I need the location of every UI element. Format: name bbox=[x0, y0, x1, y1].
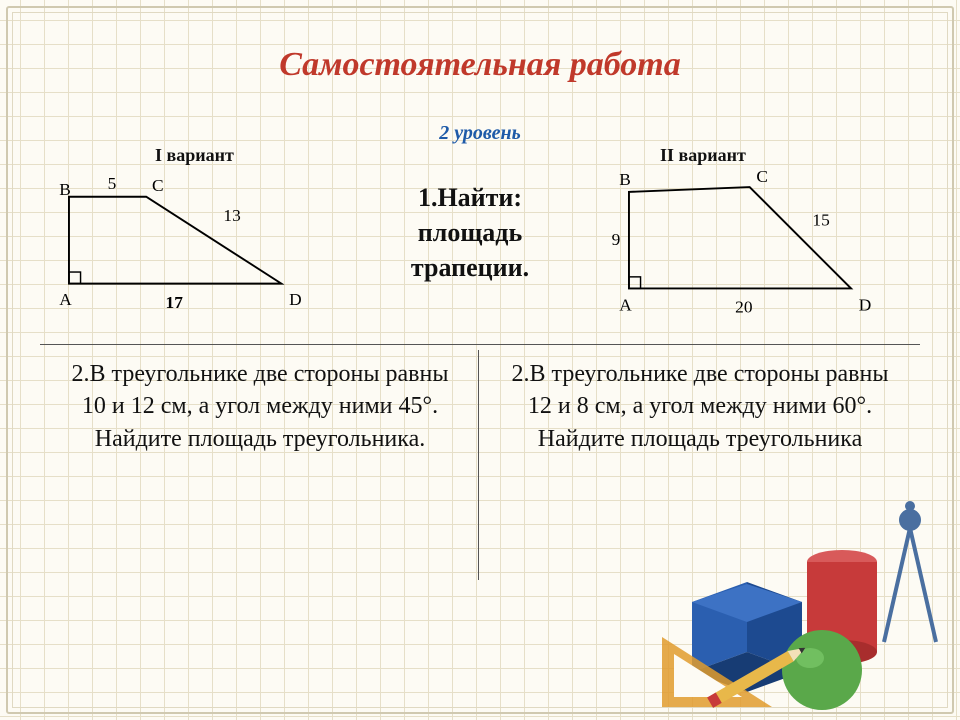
svg-text:9: 9 bbox=[612, 230, 621, 249]
trapezoid-diagram-2: A B C D 9 15 20 bbox=[600, 165, 880, 325]
page-title: Самостоятельная работа bbox=[0, 46, 960, 84]
svg-text:D: D bbox=[859, 296, 872, 315]
svg-text:C: C bbox=[152, 176, 164, 195]
trapezoid-diagram-1: A B C D 5 13 17 bbox=[40, 165, 320, 325]
level-label: 2 уровень bbox=[0, 122, 960, 145]
svg-text:17: 17 bbox=[166, 293, 184, 312]
svg-text:15: 15 bbox=[812, 211, 829, 230]
svg-text:A: A bbox=[619, 296, 632, 315]
variant2-heading: II вариант bbox=[660, 145, 746, 166]
compass-icon bbox=[884, 501, 936, 642]
task1-line1: 1.Найти: bbox=[418, 183, 522, 212]
svg-text:D: D bbox=[289, 290, 302, 309]
variant1-heading: I вариант bbox=[155, 145, 234, 166]
horizontal-divider bbox=[40, 344, 920, 345]
slide-content: Самостоятельная работа 2 уровень I вариа… bbox=[0, 0, 960, 720]
svg-text:20: 20 bbox=[735, 298, 753, 317]
task1-text: 1.Найти: площадь трапеции. bbox=[370, 180, 570, 285]
svg-text:5: 5 bbox=[108, 174, 117, 193]
svg-text:13: 13 bbox=[223, 206, 240, 225]
svg-text:C: C bbox=[756, 167, 768, 186]
task2-variant1: 2.В треугольнике две стороны равны 10 и … bbox=[60, 358, 460, 455]
svg-text:B: B bbox=[619, 170, 631, 189]
svg-text:A: A bbox=[59, 290, 72, 309]
svg-text:B: B bbox=[59, 180, 71, 199]
vertical-divider bbox=[478, 350, 479, 580]
sphere-shape bbox=[782, 630, 862, 710]
task1-line3: трапеции. bbox=[411, 253, 529, 282]
task2-variant2: 2.В треугольнике две стороны равны 12 и … bbox=[500, 358, 900, 455]
task1-line2: площадь bbox=[418, 218, 522, 247]
geometry-clipart bbox=[652, 492, 952, 712]
